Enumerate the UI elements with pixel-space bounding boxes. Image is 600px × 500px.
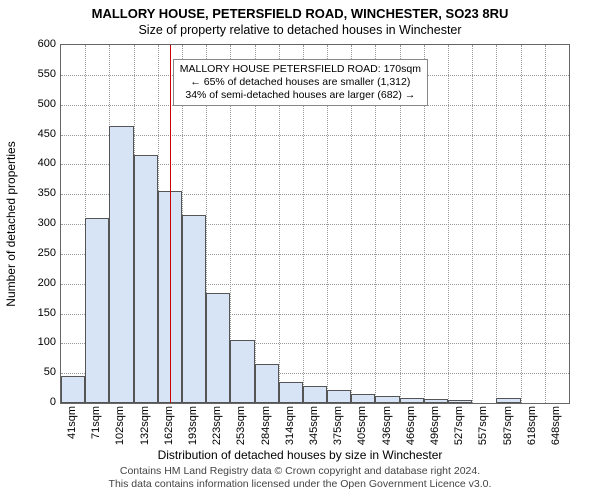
annotation-line: 34% of semi-detached houses are larger (…	[180, 89, 421, 102]
xtick-label: 405sqm	[356, 406, 368, 445]
attribution-line: This data contains information licensed …	[0, 478, 600, 491]
attribution: Contains HM Land Registry data © Crown c…	[0, 465, 600, 490]
xtick-label: 557sqm	[477, 406, 489, 445]
histogram-bar	[424, 399, 448, 403]
histogram-bar	[182, 215, 206, 403]
grid-line-v	[472, 45, 473, 403]
xtick-label: 375sqm	[332, 406, 344, 445]
ytick-label: 150	[26, 307, 56, 319]
xtick-label: 314sqm	[284, 406, 296, 445]
histogram-bar	[109, 126, 133, 403]
ytick-label: 250	[26, 247, 56, 259]
annotation-line: ← 65% of detached houses are smaller (1,…	[180, 76, 421, 89]
grid-line-v	[496, 45, 497, 403]
xtick-label: 162sqm	[163, 406, 175, 445]
ytick-label: 100	[26, 336, 56, 348]
x-axis-label: Distribution of detached houses by size …	[0, 448, 600, 462]
attribution-line: Contains HM Land Registry data © Crown c…	[0, 465, 600, 478]
xtick-label: 71sqm	[90, 406, 102, 439]
ytick-label: 50	[26, 366, 56, 378]
ytick-label: 350	[26, 187, 56, 199]
histogram-bar	[255, 364, 279, 403]
annotation-box: MALLORY HOUSE PETERSFIELD ROAD: 170sqm← …	[173, 59, 428, 106]
histogram-bar	[448, 400, 472, 403]
xtick-label: 436sqm	[381, 406, 393, 445]
chart-title: MALLORY HOUSE, PETERSFIELD ROAD, WINCHES…	[0, 0, 600, 21]
xtick-label: 193sqm	[187, 406, 199, 445]
histogram-bar	[351, 394, 375, 403]
xtick-label: 496sqm	[429, 406, 441, 445]
xtick-label: 284sqm	[260, 406, 272, 445]
xtick-label: 102sqm	[114, 406, 126, 445]
xtick-label: 253sqm	[235, 406, 247, 445]
ytick-label: 550	[26, 68, 56, 80]
ytick-label: 600	[26, 38, 56, 50]
xtick-label: 587sqm	[502, 406, 514, 445]
ytick-label: 400	[26, 157, 56, 169]
ytick-label: 450	[26, 128, 56, 140]
histogram-bar	[134, 155, 158, 403]
xtick-label: 527sqm	[453, 406, 465, 445]
ytick-label: 300	[26, 217, 56, 229]
grid-line-h	[61, 135, 569, 136]
xtick-label: 41sqm	[66, 406, 78, 439]
plot-area: MALLORY HOUSE PETERSFIELD ROAD: 170sqm← …	[60, 44, 570, 404]
xtick-label: 223sqm	[211, 406, 223, 445]
xtick-label: 466sqm	[405, 406, 417, 445]
histogram-bar	[375, 396, 399, 403]
xtick-label: 132sqm	[139, 406, 151, 445]
grid-line-v	[448, 45, 449, 403]
histogram-bar	[303, 386, 327, 403]
histogram-bar	[279, 382, 303, 403]
grid-line-v	[521, 45, 522, 403]
histogram-bar	[206, 293, 230, 403]
annotation-line: MALLORY HOUSE PETERSFIELD ROAD: 170sqm	[180, 63, 421, 76]
xtick-label: 345sqm	[308, 406, 320, 445]
chart-subtitle: Size of property relative to detached ho…	[0, 21, 600, 37]
xtick-label: 648sqm	[550, 406, 562, 445]
ytick-label: 0	[26, 396, 56, 408]
xtick-label: 618sqm	[526, 406, 538, 445]
histogram-bar	[230, 340, 254, 403]
histogram-bar	[400, 398, 424, 403]
histogram-bar	[61, 376, 85, 403]
ytick-label: 500	[26, 98, 56, 110]
chart-container: MALLORY HOUSE, PETERSFIELD ROAD, WINCHES…	[0, 0, 600, 500]
histogram-bar	[85, 218, 109, 403]
histogram-bar	[327, 390, 351, 403]
histogram-bar	[496, 398, 520, 403]
ytick-label: 200	[26, 277, 56, 289]
grid-line-v	[545, 45, 546, 403]
marker-line	[170, 45, 171, 403]
